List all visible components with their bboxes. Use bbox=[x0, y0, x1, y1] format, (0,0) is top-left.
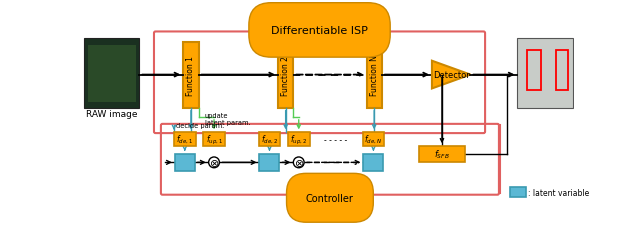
Text: RAW image: RAW image bbox=[86, 110, 138, 119]
Text: $f_{de,1}$: $f_{de,1}$ bbox=[176, 134, 193, 146]
Text: $f_{de,N}$: $f_{de,N}$ bbox=[364, 134, 383, 146]
FancyBboxPatch shape bbox=[278, 43, 293, 108]
Circle shape bbox=[293, 157, 304, 168]
FancyBboxPatch shape bbox=[288, 133, 310, 146]
FancyBboxPatch shape bbox=[517, 39, 573, 108]
FancyBboxPatch shape bbox=[175, 154, 195, 171]
Text: $f_{up,2}$: $f_{up,2}$ bbox=[290, 133, 307, 146]
FancyBboxPatch shape bbox=[88, 45, 136, 102]
Text: $\otimes$: $\otimes$ bbox=[209, 157, 219, 168]
Text: Differentiable ISP: Differentiable ISP bbox=[271, 26, 368, 36]
Text: $\otimes$: $\otimes$ bbox=[294, 157, 304, 168]
Text: decide param.: decide param. bbox=[176, 123, 225, 129]
Text: Controller: Controller bbox=[306, 193, 354, 203]
Text: Function N: Function N bbox=[370, 55, 379, 96]
Text: $f_{de,2}$: $f_{de,2}$ bbox=[261, 134, 278, 146]
FancyBboxPatch shape bbox=[84, 39, 140, 108]
Text: Detector: Detector bbox=[433, 71, 470, 80]
Text: : latent variable: : latent variable bbox=[528, 188, 589, 197]
Polygon shape bbox=[432, 61, 470, 89]
Text: $f_{SFB}$: $f_{SFB}$ bbox=[434, 148, 450, 161]
Text: Function 2: Function 2 bbox=[281, 56, 290, 95]
FancyBboxPatch shape bbox=[364, 154, 383, 171]
FancyBboxPatch shape bbox=[367, 43, 382, 108]
Text: Function 1: Function 1 bbox=[186, 56, 195, 95]
FancyBboxPatch shape bbox=[419, 146, 465, 162]
FancyBboxPatch shape bbox=[174, 133, 196, 146]
FancyBboxPatch shape bbox=[259, 133, 280, 146]
Text: $f_{up,1}$: $f_{up,1}$ bbox=[205, 133, 223, 146]
FancyBboxPatch shape bbox=[511, 187, 526, 197]
FancyBboxPatch shape bbox=[363, 133, 384, 146]
Circle shape bbox=[209, 157, 220, 168]
Text: update
latent param.: update latent param. bbox=[205, 113, 250, 126]
FancyBboxPatch shape bbox=[183, 43, 198, 108]
Text: - - - - -: - - - - - bbox=[324, 135, 348, 144]
FancyBboxPatch shape bbox=[259, 154, 280, 171]
FancyBboxPatch shape bbox=[204, 133, 225, 146]
